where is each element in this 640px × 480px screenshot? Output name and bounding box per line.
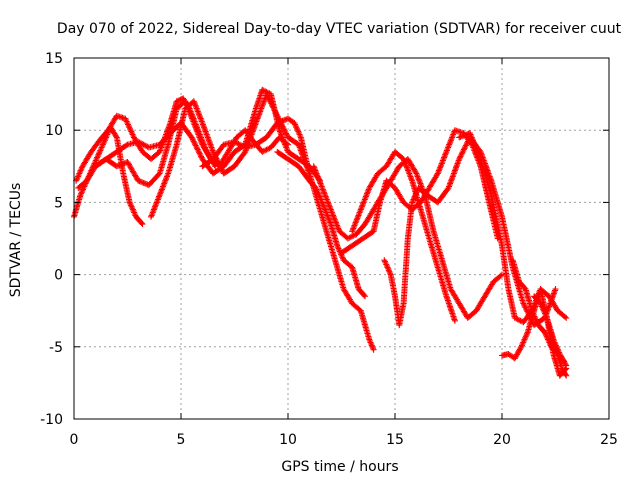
x-tick-label: 25	[600, 432, 618, 448]
x-tick-label: 5	[177, 432, 186, 448]
data-point	[71, 194, 83, 220]
chart: Day 070 of 2022, Sidereal Day-to-day VTE…	[0, 0, 640, 480]
data-point	[349, 264, 361, 290]
data-point	[452, 318, 458, 324]
y-axis-label: SDTVAR / TECUs	[8, 183, 24, 298]
data-point	[358, 308, 372, 341]
data-point	[324, 228, 338, 261]
grid	[74, 58, 609, 419]
y-tick-label: -5	[49, 340, 63, 356]
x-axis-label: GPS time / hours	[281, 459, 398, 475]
data-point	[120, 171, 132, 204]
data-point	[388, 272, 398, 298]
plot-frame	[74, 58, 609, 419]
y-tick-label: 0	[54, 268, 63, 284]
data-point	[366, 337, 376, 352]
y-tick-label: 15	[45, 51, 63, 67]
x-tick-label: 0	[70, 432, 79, 448]
x-tick-label: 15	[386, 432, 404, 448]
y-tick-label: 10	[45, 123, 63, 139]
x-tick-label: 10	[279, 432, 297, 448]
chart-title: Day 070 of 2022, Sidereal Day-to-day VTE…	[57, 21, 622, 37]
data-point	[371, 201, 383, 234]
data-point	[401, 237, 411, 306]
y-tick-label: -10	[40, 412, 63, 428]
data-point	[446, 158, 462, 192]
y-tick-label: 5	[54, 195, 63, 211]
data-point	[505, 286, 517, 319]
x-tick-label: 20	[493, 432, 511, 448]
